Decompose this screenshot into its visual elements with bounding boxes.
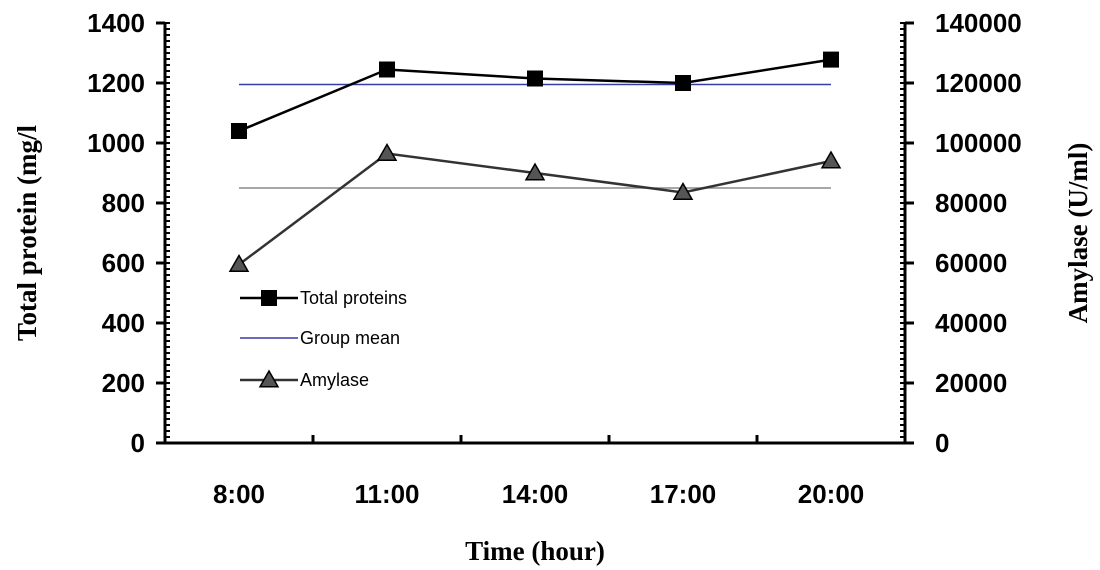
legend-amylase-label: Amylase	[300, 370, 369, 390]
amylase-point	[228, 253, 250, 272]
y-tick-label: 600	[102, 248, 145, 278]
y2-tick-label: 80000	[935, 188, 1007, 218]
total-proteins-point	[527, 70, 543, 87]
legend: Total proteins Group mean Amylase	[240, 288, 407, 390]
total-proteins-point	[231, 123, 247, 139]
amylase-point	[524, 162, 546, 181]
total-proteins-point	[823, 51, 839, 68]
x-tick-label: 20:00	[798, 479, 865, 509]
legend-total-proteins-marker	[261, 290, 277, 306]
axes: 0 200 400 600 800 1000 1200 1400 0 20000 40000 6000…	[87, 8, 1022, 509]
total-proteins-point	[675, 75, 691, 91]
y-tick-label: 400	[102, 308, 145, 338]
series	[228, 51, 842, 272]
amylase-point	[672, 181, 694, 200]
y-tick-label: 1400	[87, 8, 145, 38]
y2-tick-label: 140000	[935, 8, 1022, 38]
x-tick-label: 8:00	[213, 479, 265, 509]
x-tick-label: 11:00	[354, 479, 419, 509]
y2-tick-label: 40000	[935, 308, 1007, 338]
y-tick-label: 200	[102, 368, 145, 398]
total-proteins-point	[379, 61, 395, 78]
y-tick-label: 1200	[87, 68, 145, 98]
y2-tick-label: 60000	[935, 248, 1007, 278]
y-axis-title: Total protein (mg/l	[12, 124, 42, 341]
y-tick-label: 1000	[87, 128, 145, 158]
y2-axis-title: Amylase (U/ml)	[1063, 143, 1093, 324]
x-axis-title: Time (hour)	[465, 536, 605, 566]
amylase-point	[820, 150, 842, 169]
y2-tick-label: 0	[935, 428, 949, 458]
x-tick-label: 14:00	[502, 479, 569, 509]
y2-tick-label: 20000	[935, 368, 1007, 398]
y-tick-label: 800	[102, 188, 145, 218]
amylase-point	[376, 142, 398, 161]
legend-amylase-marker	[258, 369, 280, 388]
total-proteins-line	[238, 58, 832, 133]
y-tick-label: 0	[131, 428, 145, 458]
y2-tick-label: 120000	[935, 68, 1022, 98]
y2-tick-label: 100000	[935, 128, 1022, 158]
x-tick-label: 17:00	[650, 479, 717, 509]
legend-group-mean-label: Group mean	[300, 328, 400, 348]
legend-total-proteins-label: Total proteins	[300, 288, 407, 308]
